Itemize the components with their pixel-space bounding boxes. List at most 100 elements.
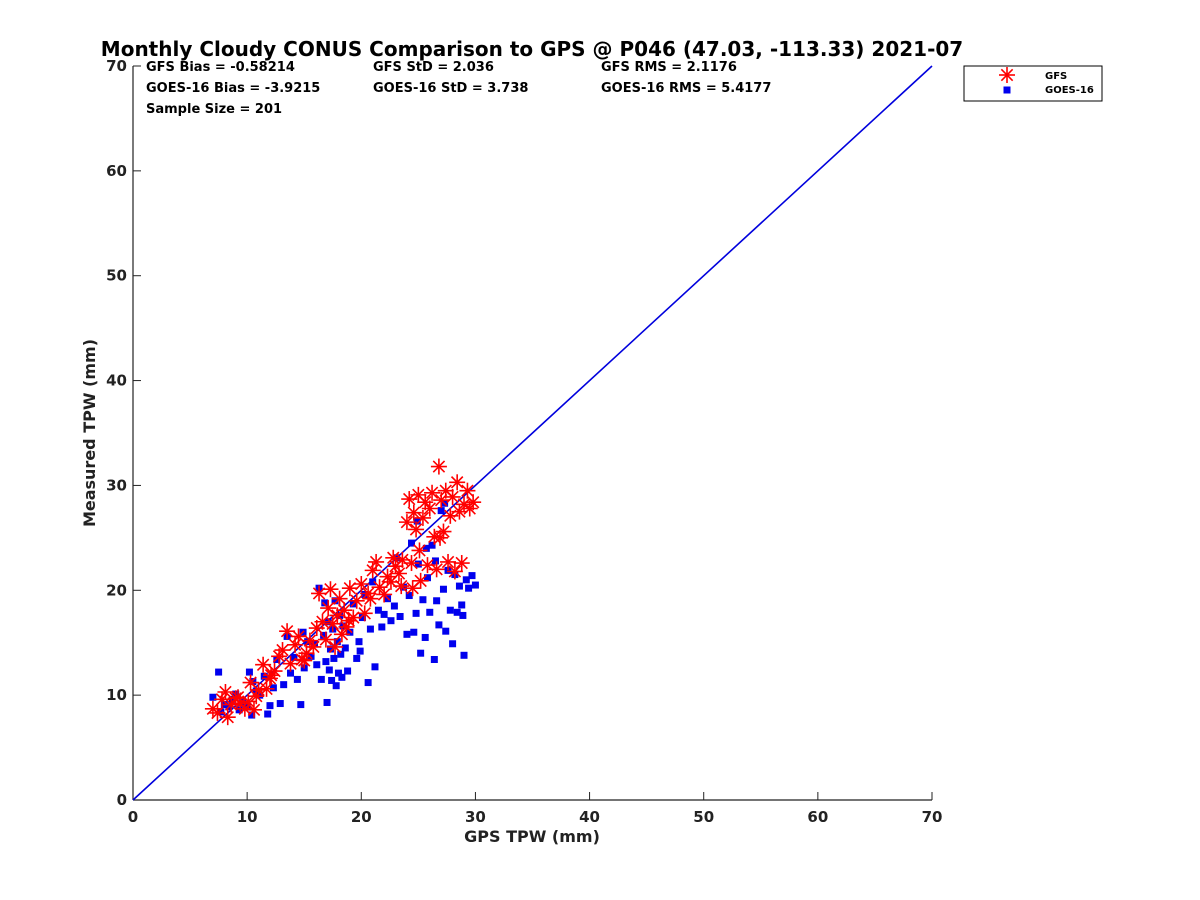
gfs-point bbox=[362, 590, 379, 607]
goes16-point bbox=[337, 650, 345, 658]
goes16-point bbox=[245, 668, 253, 676]
goes16-point bbox=[209, 693, 217, 701]
gfs-point bbox=[398, 514, 415, 531]
goes16-point bbox=[249, 678, 257, 686]
goes-rms-stat: GOES-16 RMS = 5.4177 bbox=[601, 81, 771, 96]
x-tick-label: 70 bbox=[922, 808, 943, 826]
goes16-point bbox=[266, 702, 274, 710]
stats-panel: GFS Bias = -0.58214 GFS StD = 2.036 GFS … bbox=[146, 60, 771, 117]
goes-bias-stat: GOES-16 Bias = -3.9215 bbox=[146, 81, 320, 96]
goes16-point bbox=[346, 628, 354, 636]
goes16-point bbox=[338, 673, 346, 681]
gfs-point bbox=[274, 642, 291, 659]
goes16-point bbox=[330, 654, 338, 662]
goes16-point bbox=[455, 582, 463, 590]
gfs-point bbox=[356, 605, 373, 622]
gfs-point bbox=[317, 631, 334, 648]
gfs-point bbox=[414, 509, 431, 526]
goes16-point bbox=[405, 592, 413, 600]
goes16-point bbox=[326, 645, 334, 653]
gfs-point bbox=[314, 613, 331, 630]
goes16-point bbox=[371, 663, 379, 671]
goes16-point bbox=[430, 655, 438, 663]
goes16-point bbox=[400, 583, 408, 591]
goes16-series bbox=[209, 499, 479, 719]
gfs-point bbox=[449, 474, 466, 491]
goes16-point bbox=[358, 614, 366, 622]
gfs-point bbox=[290, 628, 307, 645]
goes16-point bbox=[217, 708, 225, 716]
gfs-point bbox=[444, 488, 461, 505]
gfs-point bbox=[236, 700, 253, 717]
y-tick-label: 10 bbox=[106, 686, 127, 704]
y-tick-label: 30 bbox=[106, 476, 127, 494]
goes16-point bbox=[317, 675, 325, 683]
goes16-point bbox=[248, 711, 256, 719]
y-tick-label: 50 bbox=[106, 267, 127, 285]
goes-std-stat: GOES-16 StD = 3.738 bbox=[373, 81, 528, 96]
y-tick-label: 60 bbox=[106, 162, 127, 180]
gfs-point bbox=[324, 615, 341, 632]
goes16-point bbox=[413, 517, 421, 525]
goes16-point bbox=[260, 672, 268, 680]
gfs-point bbox=[368, 553, 385, 570]
goes16-point bbox=[396, 613, 404, 620]
legend-goes16-marker bbox=[1003, 86, 1011, 94]
legend: GFS GOES-16 bbox=[963, 65, 1103, 102]
x-axis-label: GPS TPW (mm) bbox=[464, 827, 600, 846]
gfs-point bbox=[296, 652, 313, 669]
goes16-point bbox=[321, 599, 329, 607]
legend-gfs-label: GFS bbox=[1045, 71, 1067, 82]
gfs-point bbox=[282, 655, 299, 672]
goes16-point bbox=[387, 617, 395, 625]
gfs-point bbox=[258, 680, 275, 697]
gfs-point bbox=[393, 578, 410, 595]
goes16-point bbox=[310, 640, 318, 648]
x-tick-label: 40 bbox=[579, 808, 600, 826]
gfs-bias-stat: GFS Bias = -0.58214 bbox=[146, 60, 295, 75]
gfs-point bbox=[376, 586, 393, 603]
x-tick-label: 60 bbox=[807, 808, 828, 826]
goes16-point bbox=[364, 679, 372, 687]
goes16-point bbox=[446, 606, 454, 614]
goes16-point bbox=[419, 596, 427, 604]
x-tick-label: 0 bbox=[128, 808, 138, 826]
gfs-point bbox=[255, 656, 272, 673]
goes16-point bbox=[414, 560, 422, 568]
x-tick-label: 10 bbox=[237, 808, 258, 826]
goes16-point bbox=[433, 597, 441, 605]
goes16-point bbox=[437, 507, 445, 515]
gfs-series bbox=[204, 458, 482, 726]
goes16-point bbox=[334, 669, 342, 677]
goes16-point bbox=[328, 676, 336, 684]
gfs-point bbox=[421, 500, 438, 517]
goes16-point bbox=[460, 651, 468, 659]
goes16-point bbox=[374, 606, 382, 614]
goes16-point bbox=[369, 578, 377, 586]
goes16-point bbox=[322, 658, 330, 666]
y-tick-label: 20 bbox=[106, 581, 127, 599]
gfs-point bbox=[209, 704, 226, 721]
goes16-point bbox=[435, 621, 443, 629]
goes16-point bbox=[403, 630, 411, 638]
goes16-point bbox=[471, 581, 479, 589]
goes16-point bbox=[417, 649, 425, 657]
goes16-point bbox=[449, 640, 457, 648]
gfs-point bbox=[348, 592, 365, 609]
goes16-point bbox=[356, 647, 364, 655]
gfs-point bbox=[327, 638, 344, 655]
gfs-point bbox=[230, 689, 247, 706]
goes16-point bbox=[235, 706, 243, 714]
goes16-point bbox=[280, 681, 288, 689]
y-tick-label: 40 bbox=[106, 372, 127, 390]
legend-box bbox=[963, 65, 1103, 102]
goes16-point bbox=[276, 700, 284, 708]
gfs-point bbox=[424, 484, 441, 501]
goes16-point bbox=[290, 653, 298, 661]
goes16-point bbox=[215, 668, 223, 676]
gfs-rms-stat: GFS RMS = 2.1176 bbox=[601, 60, 737, 75]
goes16-point bbox=[353, 654, 361, 662]
goes16-point bbox=[431, 557, 439, 565]
gfs-point bbox=[271, 648, 288, 665]
